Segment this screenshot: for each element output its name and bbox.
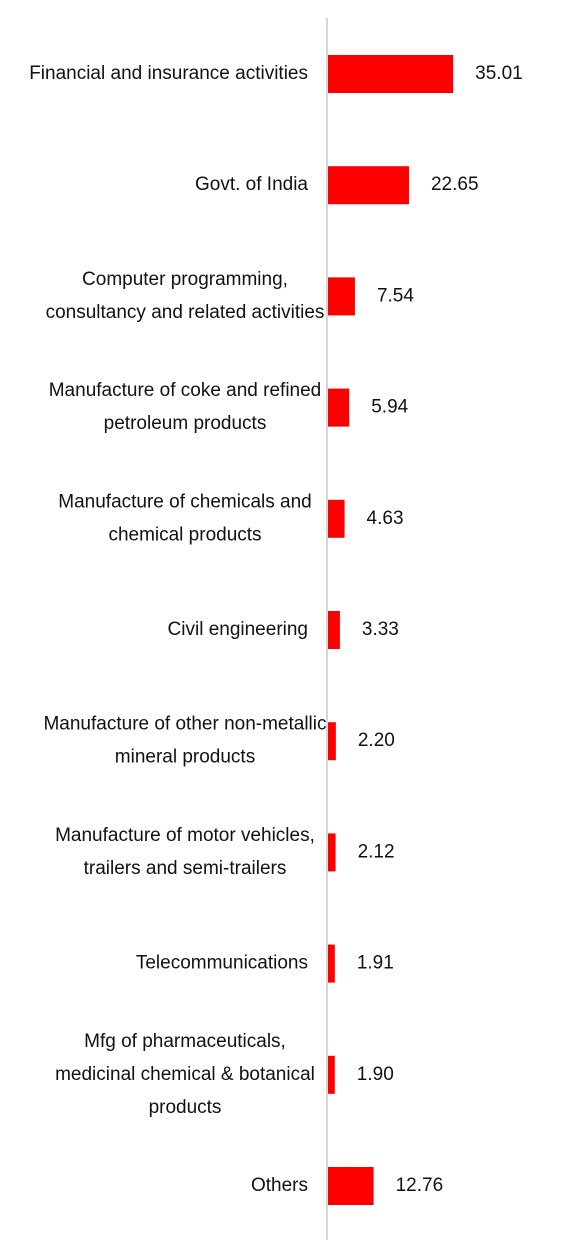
bar [328,388,350,427]
category-label: Computer programming, consultancy and rel… [46,269,325,323]
category-label: Manufacture of chemicals and chemical pro… [58,491,311,545]
bar [328,833,336,872]
value-label: 5.94 [371,397,408,418]
value-label: 4.63 [367,508,404,529]
value-label: 1.91 [357,953,394,974]
bar [328,1167,374,1205]
value-label: 22.65 [431,174,479,195]
bar [328,499,345,538]
bar [328,1055,335,1094]
category-label: Others [251,1175,308,1196]
category-label: Govt. of India [195,174,308,195]
bar [328,55,454,93]
bar [328,277,355,316]
category-label: Financial and insurance activities [29,63,308,84]
value-label: 1.90 [357,1064,394,1085]
value-label: 2.20 [358,730,395,751]
bar [328,166,409,205]
value-label: 35.01 [475,63,523,84]
value-label: 3.33 [362,619,399,640]
category-label: Manufacture of coke and refined petroleum… [49,380,322,434]
bar [328,611,340,649]
bar [328,944,335,983]
category-label: Mfg of pharmaceuticals, medicinal chemica… [55,1031,315,1118]
category-label: Manufacture of other non-metallic mineral… [43,714,326,768]
category-label: Civil engineering [168,619,308,640]
value-label: 7.54 [377,285,414,306]
category-label: Telecommunications [136,953,308,974]
value-label: 12.76 [396,1175,444,1196]
bar [328,722,336,761]
category-label: Manufacture of motor vehicles, trailers a… [55,825,315,879]
value-label: 2.12 [358,841,395,862]
